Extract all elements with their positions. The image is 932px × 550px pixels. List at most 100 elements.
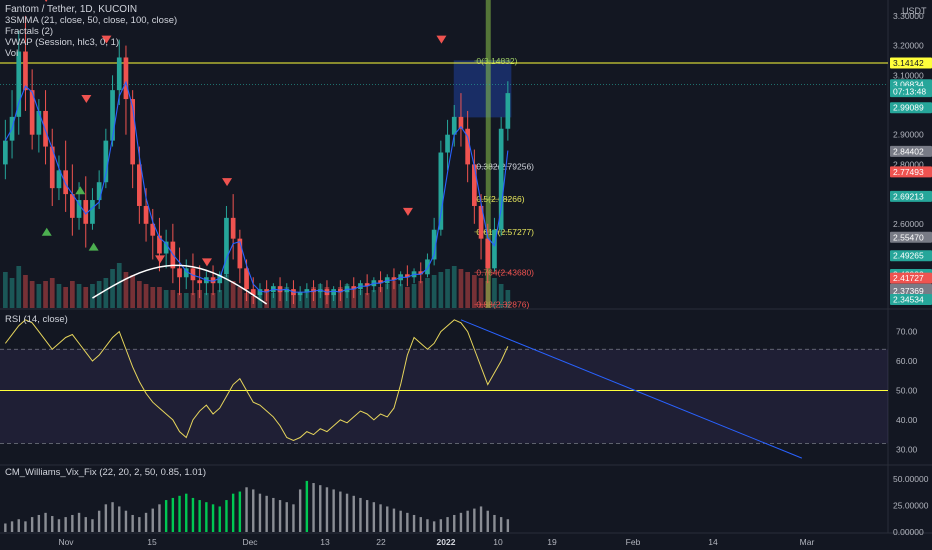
candle-body bbox=[391, 277, 397, 281]
candle-body bbox=[183, 268, 189, 278]
candle-body bbox=[498, 128, 504, 230]
main-legend: Fantom / Tether, 1D, KUCOIN 3SMMA (21, c… bbox=[5, 4, 177, 59]
price-tick-label: 2.80000 bbox=[893, 159, 924, 169]
candle-body bbox=[250, 289, 256, 296]
vix-bar bbox=[459, 512, 463, 532]
price-axis-badge bbox=[890, 293, 932, 305]
vix-bar bbox=[225, 500, 228, 532]
fractal-down-marker bbox=[222, 178, 233, 187]
volume-bar bbox=[398, 284, 403, 308]
candle-body bbox=[56, 170, 62, 189]
candle-body bbox=[244, 268, 249, 290]
candle-body bbox=[425, 259, 430, 275]
vix-bar bbox=[412, 514, 416, 532]
fractal-down-marker bbox=[81, 94, 92, 103]
vix-bar bbox=[77, 512, 81, 532]
rsi-tick-label: 70.00 bbox=[896, 327, 918, 337]
candle-body bbox=[177, 268, 182, 278]
vix-bar bbox=[17, 519, 20, 532]
price-axis-badge-text: 3.14142 bbox=[893, 58, 924, 68]
candle-body bbox=[331, 289, 336, 296]
candle-body bbox=[83, 200, 89, 224]
volume-bar bbox=[143, 284, 149, 308]
volume-bar bbox=[63, 287, 68, 308]
volume-bar bbox=[157, 287, 162, 308]
time-axis-label: 10 bbox=[493, 537, 503, 547]
time-axis-label: 15 bbox=[147, 537, 157, 547]
vix-bar bbox=[10, 521, 14, 532]
vix-bar bbox=[386, 506, 389, 532]
candle-body bbox=[451, 116, 457, 135]
rsi-band bbox=[0, 349, 888, 444]
candle-body bbox=[364, 283, 370, 287]
vix-bar bbox=[486, 510, 489, 532]
vix-bar bbox=[345, 493, 349, 532]
smma-line bbox=[4, 80, 509, 293]
candle-body bbox=[264, 289, 269, 293]
candle-body bbox=[16, 51, 22, 117]
price-axis-badge bbox=[890, 272, 932, 284]
price-axis-badge-text: 2.34534 bbox=[893, 294, 924, 304]
fractal-up-marker bbox=[88, 242, 99, 251]
volume-bar bbox=[76, 284, 82, 308]
volume-bar bbox=[271, 293, 276, 308]
vix-bar bbox=[265, 495, 268, 532]
volume-bar bbox=[304, 290, 310, 308]
volume-bar bbox=[177, 293, 182, 308]
vix-bar bbox=[97, 510, 101, 532]
volume-bar bbox=[230, 281, 236, 308]
volume-bar bbox=[130, 275, 135, 308]
vix-tick-label: 50.00000 bbox=[893, 474, 929, 484]
candle-body bbox=[49, 146, 55, 189]
candle-body bbox=[230, 217, 236, 239]
vix-bar bbox=[298, 489, 302, 532]
candle-body bbox=[472, 164, 477, 206]
vwap-line bbox=[92, 264, 268, 305]
time-axis-label: Mar bbox=[800, 537, 815, 547]
price-axis-badge-text: 2.55470 bbox=[893, 232, 924, 242]
candle-body bbox=[405, 274, 410, 278]
candle-body bbox=[103, 140, 109, 183]
rsi-legend: RSI (14, close) bbox=[5, 314, 68, 325]
volume-bar bbox=[70, 281, 75, 308]
volume-bar bbox=[384, 284, 390, 308]
candle-body bbox=[29, 90, 35, 135]
volume-bar bbox=[170, 290, 176, 308]
candle-body bbox=[237, 238, 243, 269]
vix-bar bbox=[359, 497, 362, 532]
volume-bar bbox=[478, 278, 484, 308]
candle-body bbox=[445, 134, 450, 153]
fractal-down-marker bbox=[155, 255, 166, 264]
vix-bar bbox=[258, 493, 262, 532]
vix-bar bbox=[185, 493, 188, 532]
vix-bar bbox=[111, 502, 114, 532]
price-axis-badge-text: 2.41727 bbox=[893, 273, 924, 283]
volume-bar bbox=[110, 269, 115, 308]
candle-body bbox=[43, 110, 48, 147]
candle-body bbox=[378, 280, 383, 284]
volume-bar bbox=[391, 281, 397, 308]
vix-bar bbox=[446, 517, 449, 532]
volume-bar bbox=[210, 293, 216, 308]
indicator-legend-4: Vol bbox=[5, 48, 19, 59]
candle-body bbox=[465, 128, 470, 165]
vix-bar bbox=[218, 506, 221, 532]
volume-bar bbox=[411, 284, 417, 308]
vix-bar bbox=[44, 512, 47, 532]
vix-bar bbox=[158, 504, 161, 532]
vix-bar bbox=[24, 521, 27, 532]
volume-bar bbox=[23, 275, 28, 308]
rsi-tick-label: 40.00 bbox=[896, 415, 918, 425]
candle-body bbox=[431, 229, 437, 260]
price-tick-label: 3.30000 bbox=[893, 11, 924, 21]
volume-bar bbox=[224, 275, 229, 308]
vix-bar bbox=[144, 512, 148, 532]
candle-body bbox=[418, 271, 424, 275]
candle-body bbox=[130, 99, 135, 165]
candle-body bbox=[150, 223, 156, 236]
vix-bar bbox=[245, 487, 248, 532]
candle-body bbox=[3, 140, 8, 165]
vix-legend: CM_Williams_Vix_Fix (22, 20, 2, 50, 0.85… bbox=[5, 467, 206, 478]
